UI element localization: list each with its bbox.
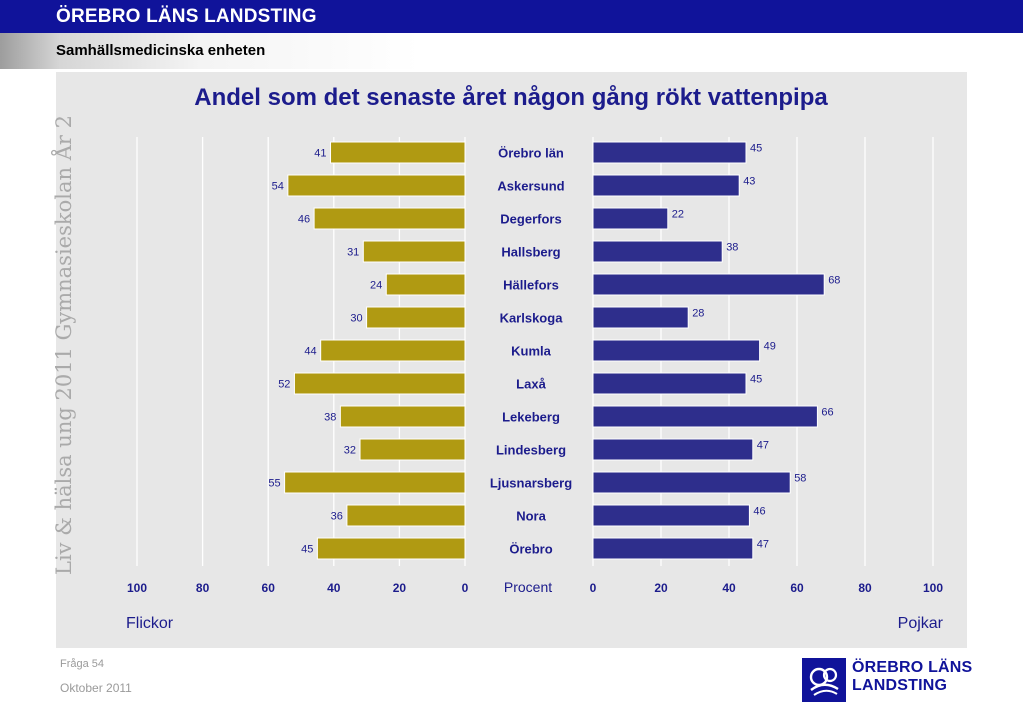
right-axis-tick-label: 80 [858,581,872,595]
left-axis-tick-label: 0 [462,581,469,595]
left-axis-tick-label: 20 [393,581,407,595]
right-axis-tick-label: 40 [722,581,736,595]
category-label: Hallsberg [501,245,560,260]
bar-pojkar [592,306,689,329]
left-axis-tick-label: 40 [327,581,341,595]
category-label: Nora [516,509,546,524]
category-label: Karlskoga [500,311,564,326]
data-label-pojkar: 43 [743,176,755,188]
category-label: Hällefors [503,278,559,293]
bar-pojkar [592,537,754,560]
data-label-pojkar: 22 [672,209,684,221]
data-label-pojkar: 47 [757,440,769,452]
top-banner [0,0,1023,33]
bar-flickor [313,207,466,230]
bar-pojkar [592,372,747,395]
bar-flickor [287,174,466,197]
data-label-pojkar: 66 [821,407,833,419]
legend-flickor: Flickor [126,615,174,632]
data-label-flickor: 30 [350,313,362,325]
bar-pojkar [592,405,818,428]
data-label-flickor: 38 [324,412,336,424]
unit-title: Samhällsmedicinska enheten [56,42,266,59]
data-label-pojkar: 46 [753,506,765,518]
bar-flickor [385,273,466,296]
right-axis-tick-label: 0 [590,581,597,595]
bar-pojkar [592,141,747,164]
bar-flickor [316,537,466,560]
category-label: Ljusnarsberg [490,476,572,491]
bar-pojkar [592,273,825,296]
bar-pojkar [592,339,761,362]
left-axis-tick-label: 80 [196,581,210,595]
bar-pojkar [592,207,669,230]
sub-banner [0,33,1023,69]
left-axis-tick-label: 60 [262,581,276,595]
landsting-logo-icon [802,658,846,702]
category-label: Örebro [509,542,552,557]
category-label: Laxå [516,377,546,392]
org-title: ÖREBRO LÄNS LANDSTING [56,6,317,27]
data-label-flickor: 31 [347,247,359,259]
bar-flickor [284,471,466,494]
data-label-pojkar: 49 [764,341,776,353]
bar-flickor [366,306,466,329]
category-label: Askersund [497,179,564,194]
bar-flickor [293,372,466,395]
logo-text: ÖREBRO LÄNS LANDSTING [852,659,972,695]
data-label-flickor: 41 [314,148,326,160]
data-label-flickor: 44 [304,346,316,358]
category-label: Lekeberg [502,410,560,425]
data-label-pojkar: 28 [692,308,704,320]
bar-pojkar [592,174,740,197]
category-label: Kumla [511,344,552,359]
data-label-pojkar: 45 [750,374,762,386]
data-label-flickor: 55 [268,478,280,490]
logo-line-1: ÖREBRO LÄNS [852,659,973,676]
logo-line-2: LANDSTING [852,677,948,694]
data-label-flickor: 46 [298,214,310,226]
data-label-pojkar: 68 [828,275,840,287]
bar-pojkar [592,471,791,494]
footer-date: Oktober 2011 [60,681,132,695]
data-label-flickor: 36 [331,511,343,523]
right-axis-tick-label: 100 [923,581,943,595]
category-label: Degerfors [500,212,561,227]
right-axis-tick-label: 20 [654,581,668,595]
data-label-pojkar: 47 [757,539,769,551]
data-label-flickor: 54 [272,181,284,193]
bar-flickor [320,339,466,362]
category-label: Örebro län [498,146,564,161]
data-label-flickor: 52 [278,379,290,391]
data-label-flickor: 32 [344,445,356,457]
data-label-pojkar: 38 [726,242,738,254]
bar-pojkar [592,504,750,527]
right-axis-tick-label: 60 [790,581,804,595]
center-axis-label: Procent [504,579,552,595]
bar-flickor [362,240,466,263]
data-label-flickor: 24 [370,280,382,292]
bar-pojkar [592,240,723,263]
data-label-flickor: 45 [301,544,313,556]
bar-flickor [346,504,466,527]
question-number: Fråga 54 [60,658,105,670]
data-label-pojkar: 45 [750,143,762,155]
chart-title: Andel som det senaste året någon gång rö… [194,84,828,111]
data-label-pojkar: 58 [794,473,806,485]
bar-flickor [330,141,466,164]
bar-flickor [359,438,466,461]
category-label: Lindesberg [496,443,566,458]
left-axis-tick-label: 100 [127,581,147,595]
bar-pojkar [592,438,754,461]
legend-pojkar: Pojkar [898,615,944,632]
bar-flickor [339,405,466,428]
